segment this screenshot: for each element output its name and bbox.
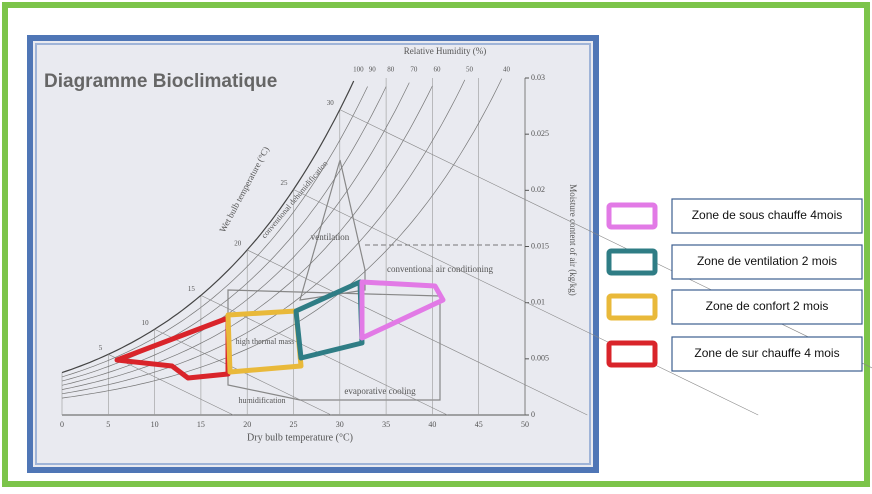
y-axis-title: Moisture content of air (kg/kg) xyxy=(568,184,578,295)
legend-label: Zone de sous chauffe 4mois xyxy=(692,208,843,222)
wet-bulb-label: 30 xyxy=(327,99,335,107)
y-tick-label: 0.015 xyxy=(531,241,549,250)
legend-label: Zone de ventilation 2 mois xyxy=(697,254,837,268)
legend-label-box xyxy=(671,289,863,325)
rh-tick-label: 80 xyxy=(387,66,395,74)
wet-bulb-line xyxy=(293,189,759,416)
rh-tick-label: 90 xyxy=(369,66,377,74)
legend: Zone de sous chauffe 4mois Zone de ventil… xyxy=(606,198,863,372)
zone-label: humidification xyxy=(238,396,285,405)
rh-curve xyxy=(61,80,355,374)
wet-bulb-label: 25 xyxy=(281,179,289,187)
x-tick-label: 15 xyxy=(197,420,205,429)
zone-label: evaporative cooling xyxy=(344,386,416,396)
wet-bulb-label: 15 xyxy=(188,285,196,293)
wet-bulb-line xyxy=(108,354,234,416)
underheat-zone xyxy=(359,279,446,341)
y-tick-label: 0.01 xyxy=(531,297,545,306)
legend-swatch xyxy=(606,293,658,321)
wet-bulb-label: 5 xyxy=(99,344,103,352)
x-tick-label: 30 xyxy=(336,420,344,429)
outer-frame xyxy=(2,2,870,487)
rh-tick-label: 50 xyxy=(466,66,474,74)
legend-label-box xyxy=(671,336,863,372)
legend-label: Zone de confort 2 mois xyxy=(706,299,829,313)
legend-label-box xyxy=(671,198,863,234)
legend-swatch xyxy=(606,202,658,230)
rh-curve xyxy=(61,78,503,399)
zone-label: ventilation xyxy=(311,232,350,242)
rh-tick-label: 40 xyxy=(503,66,511,74)
legend-swatch xyxy=(606,340,658,368)
y-tick-label: 0 xyxy=(531,410,535,419)
chart-title: Diagramme Bioclimatique xyxy=(44,71,277,92)
x-tick-label: 35 xyxy=(382,420,390,429)
ventilation-zone xyxy=(293,279,365,361)
y-tick-label: 0.03 xyxy=(531,73,545,82)
legend-label: Zone de sur chauffe 4 mois xyxy=(694,346,839,360)
rh-tick-label: 100 xyxy=(353,66,364,74)
rh-axis-title: Relative Humidity (%) xyxy=(404,46,486,56)
wet-bulb-label: 10 xyxy=(142,319,150,327)
wet-bulb-label: 20 xyxy=(234,240,242,248)
rh-curve xyxy=(61,79,466,395)
zones xyxy=(114,279,446,381)
rh-curve xyxy=(61,86,387,382)
y-tick-label: 0.005 xyxy=(531,354,549,363)
comfort-zone xyxy=(225,308,304,375)
y-tick-label: 0.025 xyxy=(531,129,549,138)
legend-swatch xyxy=(606,248,658,276)
photo-inner-frame xyxy=(35,43,591,465)
zone-label: high thermal mass xyxy=(236,337,295,346)
overheat-zone xyxy=(114,315,231,381)
legend-label-box xyxy=(671,244,863,280)
rh-curve xyxy=(61,86,368,378)
x-tick-label: 25 xyxy=(290,420,298,429)
x-tick-label: 50 xyxy=(521,420,529,429)
x-tick-label: 45 xyxy=(475,420,483,429)
zone-outline xyxy=(299,159,366,301)
x-tick-label: 20 xyxy=(243,420,251,429)
zone-label: conventional air conditioning xyxy=(387,264,493,274)
x-tick-label: 5 xyxy=(106,420,110,429)
rh-tick-label: 70 xyxy=(410,66,418,74)
rh-tick-label: 60 xyxy=(434,66,442,74)
wet-bulb-line xyxy=(247,249,588,416)
x-tick-label: 40 xyxy=(428,420,436,429)
x-tick-label: 0 xyxy=(60,420,64,429)
x-axis-title: Dry bulb temperature (°C) xyxy=(247,432,353,443)
rh-curve xyxy=(61,82,410,386)
y-tick-label: 0.02 xyxy=(531,185,545,194)
x-tick-label: 10 xyxy=(151,420,159,429)
